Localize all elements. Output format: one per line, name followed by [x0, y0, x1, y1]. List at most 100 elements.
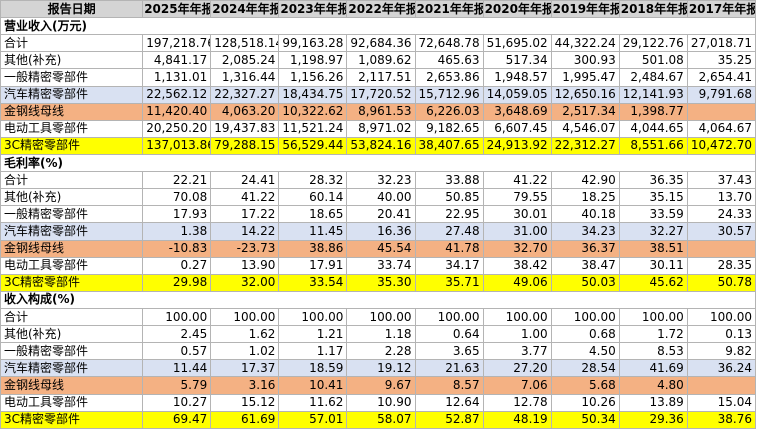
value-cell: 8,971.02: [346, 119, 416, 138]
data-row: 3C精密零部件 29.98 32.00 33.54 35.30 35.71 49.06 50.…: [0, 273, 757, 292]
value-cell: 100.00: [618, 307, 688, 327]
data-row: 其他(补充) 70.08 41.22 60.14 40.00 50.85 79.55 18.2…: [0, 188, 757, 207]
value-cell: 44,322.24: [550, 34, 620, 53]
row-label: 其他(补充): [0, 188, 144, 207]
value-cell: 33.59: [618, 205, 688, 224]
value-cell: 2,653.86: [414, 68, 484, 87]
data-row: 金钢线母线 -10.83 -23.73 38.86 45.54 41.78 32.70 36.…: [0, 239, 757, 258]
value-cell: 100.00: [414, 307, 484, 327]
value-cell: 4,064.67: [686, 119, 757, 138]
value-cell: 45.62: [618, 273, 688, 292]
value-cell: 41.22: [482, 171, 552, 190]
data-row: 一般精密零部件 0.57 1.02 1.17 2.28 3.65 3.77 4.50 8.53 9…: [0, 342, 757, 361]
data-row: 其他(补充) 4,841.17 2,085.24 1,198.97 1,089.62 46…: [0, 51, 757, 70]
value-cell: 11.44: [142, 359, 212, 378]
value-cell: 8.53: [618, 342, 688, 361]
value-cell: 35.30: [346, 273, 416, 292]
value-cell: 2.28: [346, 342, 416, 361]
value-cell: -10.83: [142, 239, 212, 258]
value-cell: 33.74: [346, 256, 416, 275]
data-row: 电动工具零部件 0.27 13.90 17.91 33.74 34.17 38.42 38.4…: [0, 256, 757, 275]
data-row: 金钢线母线 5.79 3.16 10.41 9.67 8.57 7.06 5.68 4.80: [0, 376, 757, 395]
value-cell: 50.34: [550, 410, 620, 430]
value-cell: [686, 376, 757, 395]
value-cell: 50.03: [550, 273, 620, 292]
value-cell: [686, 102, 757, 121]
value-cell: 13.70: [686, 188, 757, 207]
value-cell: 21.63: [414, 359, 484, 378]
value-cell: 22.21: [142, 171, 212, 190]
value-cell: 6,226.03: [414, 102, 484, 121]
value-cell: 300.93: [550, 51, 620, 70]
row-label: 一般精密零部件: [0, 342, 144, 361]
header-row: 报告日期 2025年年报 2024年年报 2023年年报 2022年年报 2021年年报 2…: [0, 0, 757, 19]
value-cell: 41.78: [414, 239, 484, 258]
value-cell: 29.36: [618, 410, 688, 430]
row-label: 金钢线母线: [0, 376, 144, 395]
value-cell: 1.00: [482, 325, 552, 344]
header-cell: 2025年年报: [142, 0, 212, 19]
row-label: 金钢线母线: [0, 239, 144, 258]
value-cell: 22,327.27: [210, 85, 280, 104]
value-cell: 17.22: [210, 205, 280, 224]
row-label: 电动工具零部件: [0, 393, 144, 412]
value-cell: 3.16: [210, 376, 280, 395]
value-cell: 32.00: [210, 273, 280, 292]
value-cell: 30.11: [618, 256, 688, 275]
data-row: 合计 100.00 100.00 100.00 100.00 100.00 100.00 10…: [0, 307, 757, 327]
value-cell: 36.37: [550, 239, 620, 258]
value-cell: 9,182.65: [414, 119, 484, 138]
value-cell: 1.72: [618, 325, 688, 344]
value-cell: 0.57: [142, 342, 212, 361]
value-cell: 1,948.57: [482, 68, 552, 87]
value-cell: 69.47: [142, 410, 212, 430]
value-cell: 15.12: [210, 393, 280, 412]
value-cell: 28.32: [278, 171, 348, 190]
value-cell: 517.34: [482, 51, 552, 70]
value-cell: 28.35: [686, 256, 757, 275]
data-row: 电动工具零部件 20,250.20 19,437.83 11,521.24 8,971.…: [0, 119, 757, 138]
value-cell: -23.73: [210, 239, 280, 258]
value-cell: 100.00: [210, 307, 280, 327]
value-cell: 27.48: [414, 222, 484, 241]
value-cell: 9.82: [686, 342, 757, 361]
value-cell: 56,529.44: [278, 136, 348, 155]
value-cell: 5.79: [142, 376, 212, 395]
value-cell: 38.42: [482, 256, 552, 275]
value-cell: 18.59: [278, 359, 348, 378]
value-cell: 51,695.02: [482, 34, 552, 53]
value-cell: 12.64: [414, 393, 484, 412]
data-row: 汽车精密零部件 1.38 14.22 11.45 16.36 27.48 31.00 34.2…: [0, 222, 757, 241]
value-cell: 100.00: [278, 307, 348, 327]
value-cell: 52.87: [414, 410, 484, 430]
value-cell: 58.07: [346, 410, 416, 430]
data-row: 电动工具零部件 10.27 15.12 11.62 10.90 12.64 12.78 10.…: [0, 393, 757, 412]
row-label: 汽车精密零部件: [0, 222, 144, 241]
value-cell: 38.86: [278, 239, 348, 258]
value-cell: 24.41: [210, 171, 280, 190]
section-row: 毛利率(%): [0, 153, 756, 173]
value-cell: 11.45: [278, 222, 348, 241]
value-cell: 0.68: [550, 325, 620, 344]
value-cell: 1,131.01: [142, 68, 212, 87]
value-cell: 10,322.62: [278, 102, 348, 121]
value-cell: 37.43: [686, 171, 757, 190]
value-cell: 8,551.66: [618, 136, 688, 155]
value-cell: 1.21: [278, 325, 348, 344]
data-row: 其他(补充) 2.45 1.62 1.21 1.18 0.64 1.00 0.68 1.72 0.…: [0, 325, 757, 344]
value-cell: 57.01: [278, 410, 348, 430]
value-cell: 38.76: [686, 410, 757, 430]
value-cell: 50.85: [414, 188, 484, 207]
value-cell: 92,684.36: [346, 34, 416, 53]
value-cell: 1,198.97: [278, 51, 348, 70]
value-cell: 3.77: [482, 342, 552, 361]
value-cell: 41.69: [618, 359, 688, 378]
value-cell: 40.00: [346, 188, 416, 207]
value-cell: 100.00: [482, 307, 552, 327]
value-cell: 100.00: [686, 307, 757, 327]
value-cell: 100.00: [550, 307, 620, 327]
value-cell: 17.93: [142, 205, 212, 224]
value-cell: 8.57: [414, 376, 484, 395]
value-cell: 14.22: [210, 222, 280, 241]
value-cell: 4,841.17: [142, 51, 212, 70]
